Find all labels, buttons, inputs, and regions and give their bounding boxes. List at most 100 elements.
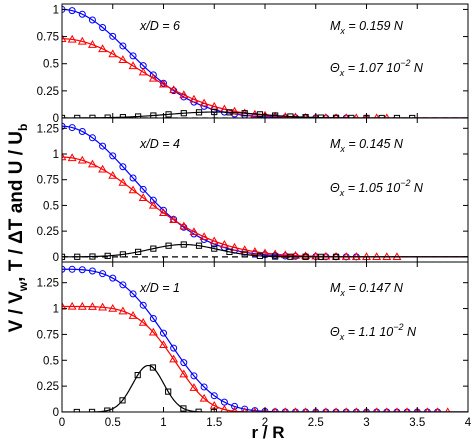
panel-bottom: 0 0.25 0.5 0.75 1 1.25 0 0.5 1 1.5 2 2.5 3 3.5 4 x/D = … bbox=[37, 261, 472, 429]
data-point-triangle bbox=[189, 94, 199, 103]
data-point-triangle bbox=[118, 177, 128, 186]
data-point-triangle bbox=[250, 247, 260, 255]
data-point-triangle bbox=[341, 252, 351, 260]
data-point-square bbox=[104, 407, 111, 412]
data-point-circle bbox=[78, 10, 86, 18]
data-point-triangle bbox=[230, 242, 240, 251]
data-point-square bbox=[135, 113, 142, 118]
data-point-circle bbox=[119, 281, 127, 289]
station-label: x/D = 6 bbox=[139, 19, 180, 33]
data-point-triangle bbox=[138, 317, 148, 326]
y-tick-label: 0.5 bbox=[43, 355, 59, 367]
data-point-square bbox=[180, 405, 187, 412]
data-point-circle bbox=[190, 372, 198, 380]
data-point-triangle bbox=[118, 306, 128, 315]
thermal-flux-label: Θx = 1.05 10−2 N bbox=[330, 178, 424, 198]
data-point-square bbox=[74, 253, 81, 260]
data-point-triangle bbox=[290, 250, 300, 259]
y-tick-label: 0.25 bbox=[37, 86, 59, 98]
data-point-circle bbox=[109, 274, 117, 282]
data-point-triangle bbox=[179, 369, 189, 378]
data-point-circle bbox=[170, 344, 178, 352]
data-point-circle bbox=[68, 265, 76, 273]
data-point-square bbox=[211, 245, 218, 252]
data-point-triangle bbox=[77, 301, 87, 310]
series-line-circle bbox=[62, 125, 468, 258]
y-tick-label: 1.25 bbox=[37, 123, 59, 135]
x-tick-label: 3.5 bbox=[409, 417, 425, 429]
data-point-square bbox=[226, 109, 233, 116]
data-point-triangle bbox=[189, 227, 199, 236]
data-point-square bbox=[165, 111, 172, 118]
data-point-circle bbox=[129, 174, 137, 182]
data-point-triangle bbox=[108, 49, 118, 58]
station-label: x/D = 4 bbox=[139, 137, 180, 151]
data-point-circle bbox=[129, 52, 137, 60]
data-point-circle bbox=[88, 16, 96, 24]
data-point-square bbox=[195, 109, 203, 116]
data-point-triangle bbox=[148, 200, 158, 209]
series-line-square bbox=[62, 364, 468, 412]
data-point-circle bbox=[139, 185, 147, 193]
y-label-part-2: , T / ΔT and U / U bbox=[6, 131, 27, 282]
data-point-circle bbox=[62, 122, 66, 130]
data-point-triangle bbox=[128, 185, 138, 194]
data-point-square bbox=[241, 110, 248, 117]
data-point-triangle bbox=[148, 73, 158, 82]
data-point-triangle bbox=[77, 155, 87, 164]
data-point-triangle bbox=[62, 152, 67, 161]
moment-flux-label: Mx = 0.147 N bbox=[330, 281, 404, 298]
x-tick-label: 3 bbox=[363, 417, 369, 429]
x-tick-label: 0 bbox=[59, 417, 65, 429]
data-point-square bbox=[302, 114, 309, 118]
data-point-circle bbox=[88, 134, 96, 142]
series-line-triangle bbox=[62, 38, 468, 118]
data-point-triangle bbox=[220, 404, 229, 412]
data-point-square bbox=[317, 253, 324, 260]
data-point-triangle bbox=[62, 34, 67, 42]
data-point-square bbox=[302, 253, 309, 260]
y-tick-label: 1 bbox=[53, 304, 59, 316]
data-point-square bbox=[89, 253, 96, 260]
data-point-triangle bbox=[98, 44, 108, 53]
data-point-circle bbox=[99, 142, 107, 150]
data-point-circle bbox=[241, 405, 249, 412]
series-line-triangle bbox=[62, 305, 468, 412]
data-point-triangle bbox=[87, 159, 97, 168]
data-point-triangle bbox=[128, 61, 138, 70]
data-point-square bbox=[272, 253, 279, 260]
data-point-square bbox=[256, 252, 264, 259]
data-point-square bbox=[287, 253, 294, 260]
data-point-triangle bbox=[199, 393, 209, 402]
data-point-triangle bbox=[179, 90, 189, 99]
data-point-triangle bbox=[241, 407, 248, 412]
data-point-triangle bbox=[321, 251, 331, 260]
data-point-circle bbox=[109, 32, 117, 40]
data-point-square bbox=[119, 114, 127, 118]
data-point-square bbox=[332, 253, 340, 260]
data-point-square bbox=[226, 248, 233, 255]
station-label: x/D = 1 bbox=[139, 281, 180, 295]
y-tick-label: 0.5 bbox=[43, 59, 59, 71]
data-point-circle bbox=[139, 301, 147, 309]
data-point-triangle bbox=[62, 301, 67, 310]
data-point-triangle bbox=[231, 406, 238, 412]
data-point-triangle bbox=[301, 251, 311, 260]
x-tick-label: 2 bbox=[262, 417, 268, 429]
data-point-circle bbox=[68, 7, 76, 15]
x-tick-label: 1.5 bbox=[206, 417, 222, 429]
data-point-square bbox=[134, 372, 141, 379]
data-point-triangle bbox=[219, 239, 229, 248]
data-point-square bbox=[180, 110, 187, 117]
data-point-square bbox=[241, 251, 248, 258]
thermal-flux-label: Θx = 1.1 10−2 N bbox=[330, 322, 417, 342]
data-point-circle bbox=[88, 267, 96, 275]
data-point-triangle bbox=[118, 55, 128, 63]
data-point-circle bbox=[160, 329, 167, 337]
y-tick-label: 0.75 bbox=[37, 175, 59, 187]
moment-flux-label: Mx = 0.159 N bbox=[330, 19, 404, 36]
data-point-triangle bbox=[169, 354, 179, 363]
data-point-triangle bbox=[169, 85, 179, 94]
data-point-triangle bbox=[67, 301, 77, 310]
